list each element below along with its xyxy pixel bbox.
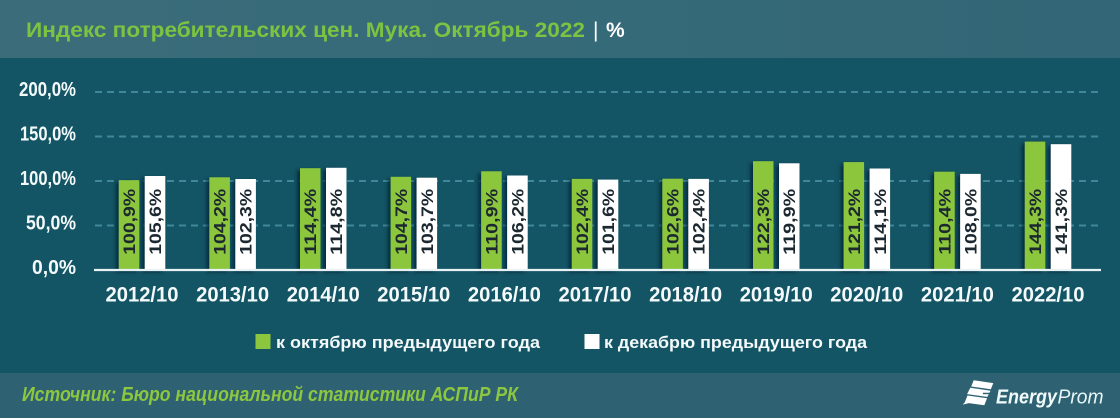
svg-text:100,9%: 100,9% bbox=[120, 189, 139, 255]
svg-text:Источник: Бюро национальной ст: Источник: Бюро национальной статистики А… bbox=[22, 384, 520, 406]
svg-text:110,4%: 110,4% bbox=[935, 189, 954, 255]
svg-text:104,2%: 104,2% bbox=[211, 189, 230, 255]
svg-text:Energy: Energy bbox=[996, 387, 1058, 409]
svg-text:105,6%: 105,6% bbox=[146, 189, 165, 255]
svg-text:121,2%: 121,2% bbox=[845, 189, 864, 255]
svg-text:2015/10: 2015/10 bbox=[377, 284, 450, 307]
svg-text:|: | bbox=[593, 19, 598, 42]
svg-text:114,4%: 114,4% bbox=[301, 189, 320, 255]
svg-text:2013/10: 2013/10 bbox=[196, 284, 269, 307]
svg-text:114,1%: 114,1% bbox=[871, 189, 890, 255]
svg-text:119,9%: 119,9% bbox=[780, 189, 799, 255]
svg-text:101,6%: 101,6% bbox=[599, 189, 618, 255]
svg-text:2021/10: 2021/10 bbox=[921, 284, 994, 307]
svg-text:2014/10: 2014/10 bbox=[287, 284, 360, 307]
svg-text:Prom: Prom bbox=[1058, 387, 1104, 409]
svg-text:50,0%: 50,0% bbox=[26, 213, 76, 235]
svg-text:102,3%: 102,3% bbox=[237, 189, 256, 255]
svg-text:0,0%: 0,0% bbox=[32, 257, 76, 279]
svg-text:Индекс потребительских цен. Му: Индекс потребительских цен. Мука. Октябр… bbox=[26, 19, 585, 42]
svg-text:114,8%: 114,8% bbox=[327, 189, 346, 255]
svg-text:2020/10: 2020/10 bbox=[830, 284, 903, 307]
svg-text:108,0%: 108,0% bbox=[961, 189, 980, 255]
svg-text:2016/10: 2016/10 bbox=[468, 284, 541, 307]
svg-text:2017/10: 2017/10 bbox=[559, 284, 632, 307]
svg-text:2022/10: 2022/10 bbox=[1012, 284, 1085, 307]
svg-text:106,2%: 106,2% bbox=[509, 189, 528, 255]
svg-text:141,3%: 141,3% bbox=[1052, 189, 1071, 255]
svg-text:144,3%: 144,3% bbox=[1026, 189, 1045, 255]
svg-text:2018/10: 2018/10 bbox=[649, 284, 722, 307]
svg-text:150,0%: 150,0% bbox=[20, 124, 76, 146]
svg-text:100,0%: 100,0% bbox=[20, 168, 76, 190]
svg-text:%: % bbox=[606, 19, 625, 42]
svg-text:2012/10: 2012/10 bbox=[106, 284, 179, 307]
svg-text:104,7%: 104,7% bbox=[392, 189, 411, 255]
svg-text:102,4%: 102,4% bbox=[690, 189, 709, 255]
svg-text:к декабрю предыдущего года: к декабрю предыдущего года bbox=[604, 333, 868, 352]
svg-text:2019/10: 2019/10 bbox=[740, 284, 813, 307]
svg-text:103,7%: 103,7% bbox=[418, 189, 437, 255]
svg-text:200,0%: 200,0% bbox=[19, 79, 76, 101]
svg-text:к октябрю предыдущего года: к октябрю предыдущего года bbox=[276, 333, 541, 352]
svg-text:110,9%: 110,9% bbox=[482, 189, 501, 255]
svg-text:102,6%: 102,6% bbox=[664, 189, 683, 255]
svg-text:102,4%: 102,4% bbox=[573, 189, 592, 255]
svg-text:122,3%: 122,3% bbox=[754, 189, 773, 255]
